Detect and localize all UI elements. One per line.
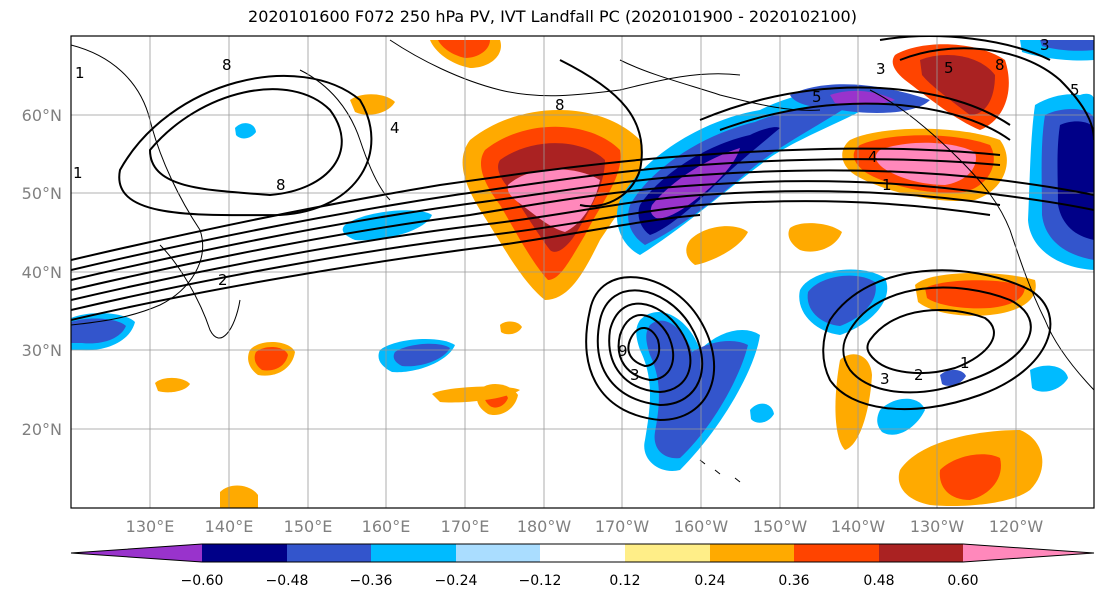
contour-labels: 8 8 8 4 4 8 5 5 3 3 2 1 1 5 9 3 3 2 1 1 — [73, 36, 1080, 388]
lon-axis-labels: 130°E 140°E 150°E 160°E 170°E 180°W 170°… — [126, 517, 1044, 536]
contour-label: 3 — [880, 370, 890, 388]
lon-label: 150°W — [753, 517, 808, 536]
contour-label: 1 — [73, 164, 83, 182]
lon-label: 140°W — [831, 517, 886, 536]
contour-label: 1 — [960, 354, 970, 372]
positive-anomaly-region — [835, 354, 872, 450]
lat-label: 30°N — [22, 341, 62, 360]
lon-label: 170°W — [595, 517, 650, 536]
lon-label: 160°E — [362, 517, 411, 536]
lon-label: 160°W — [674, 517, 729, 536]
negative-anomaly-region — [1057, 121, 1094, 240]
lon-label: 130°E — [126, 517, 175, 536]
contour-label: 1 — [75, 64, 85, 82]
colorbar-segment — [456, 544, 540, 562]
positive-anomaly-region — [432, 386, 520, 403]
colorbar-tick-label: −0.36 — [350, 573, 393, 589]
colorbar-tick-label: −0.48 — [266, 573, 309, 589]
negative-anomaly-region — [750, 403, 774, 423]
contour-label: 3 — [630, 366, 640, 384]
contour-label: 4 — [868, 148, 878, 166]
negative-anomaly-region — [650, 148, 740, 219]
colorbar-tick-label: 0.60 — [947, 573, 978, 589]
contour-label: 5 — [812, 88, 822, 106]
contour-label: 8 — [555, 96, 565, 114]
map-title: 2020101600 F072 250 hPa PV, IVT Landfall… — [248, 7, 857, 26]
colorbar-segment — [794, 544, 879, 562]
colorbar-outline — [70, 543, 1095, 563]
colorbar-segment — [625, 544, 710, 562]
lon-label: 170°E — [441, 517, 490, 536]
lat-label: 40°N — [22, 263, 62, 282]
colorbar-segment — [540, 544, 625, 562]
colorbar-tick-label: −0.12 — [519, 573, 562, 589]
map-frame — [70, 35, 1095, 509]
colorbar-tick-label: −0.24 — [435, 573, 478, 589]
colorbar-tick-label: 0.48 — [863, 573, 894, 589]
contour-label: 3 — [876, 60, 886, 78]
ivt-contours — [71, 36, 1094, 422]
colorbar-tick-label: 0.12 — [609, 573, 640, 589]
negative-anomaly-region — [1030, 365, 1068, 392]
colorbar-segment — [287, 544, 371, 562]
positive-anomaly-region — [155, 377, 190, 393]
contour-label: 8 — [276, 176, 286, 194]
positive-anomaly-region — [939, 454, 1001, 500]
lon-label: 130°W — [910, 517, 965, 536]
colorbar-segment — [710, 544, 794, 562]
contour-label: 3 — [1040, 36, 1050, 54]
lon-label: 140°E — [205, 517, 254, 536]
positive-anomaly-region — [788, 223, 842, 252]
contour-label: 2 — [218, 271, 228, 289]
colorbar-ticks: −0.60 −0.48 −0.36 −0.24 −0.12 0.12 0.24 … — [181, 573, 979, 589]
contour-label: 4 — [390, 119, 400, 137]
negative-anomaly-region — [71, 318, 126, 344]
contour-label: 5 — [944, 59, 954, 77]
lon-label: 120°W — [989, 517, 1044, 536]
negative-anomaly-region — [342, 210, 432, 241]
colorbar-tick-label: 0.24 — [694, 573, 725, 589]
colorbar-segment — [963, 544, 1094, 562]
colorbar: −0.60 −0.48 −0.36 −0.24 −0.12 0.12 0.24 … — [70, 543, 1095, 589]
colorbar-segment — [202, 544, 287, 562]
contour-label: 1 — [882, 176, 892, 194]
positive-anomaly-region — [500, 321, 522, 335]
contour-label: 5 — [1070, 81, 1080, 99]
colorbar-tick-label: 0.36 — [778, 573, 809, 589]
lat-label: 50°N — [22, 184, 62, 203]
positive-anomaly-region — [350, 94, 395, 115]
lat-axis-labels: 60°N 50°N 40°N 30°N 20°N — [22, 106, 62, 439]
contour-label: 8 — [995, 56, 1005, 74]
negative-anomaly-region — [235, 123, 256, 139]
lon-label: 150°E — [284, 517, 333, 536]
negative-anomaly-region — [807, 275, 876, 326]
contour-label: 2 — [914, 366, 924, 384]
positive-anomaly-region — [254, 346, 288, 371]
negative-anomaly-region — [393, 343, 450, 367]
colorbar-tick-label: −0.60 — [181, 573, 224, 589]
positive-anomaly-region — [920, 55, 995, 115]
negative-anomaly-region — [940, 369, 966, 386]
colorbar-segment — [879, 544, 963, 562]
colorbar-segment — [71, 544, 202, 562]
negative-anomaly-region — [1040, 40, 1094, 51]
positive-anomaly-region — [220, 485, 258, 508]
lat-label: 60°N — [22, 106, 62, 125]
lon-label: 180°W — [517, 517, 572, 536]
gridlines — [71, 36, 1094, 508]
lat-label: 20°N — [22, 420, 62, 439]
contour-label: 8 — [222, 56, 232, 74]
negative-anomaly-region — [646, 320, 748, 459]
colorbar-segment — [371, 544, 456, 562]
positive-anomaly-region — [438, 40, 490, 58]
contour-label: 9 — [618, 342, 628, 360]
positive-anomaly-region — [686, 226, 748, 265]
